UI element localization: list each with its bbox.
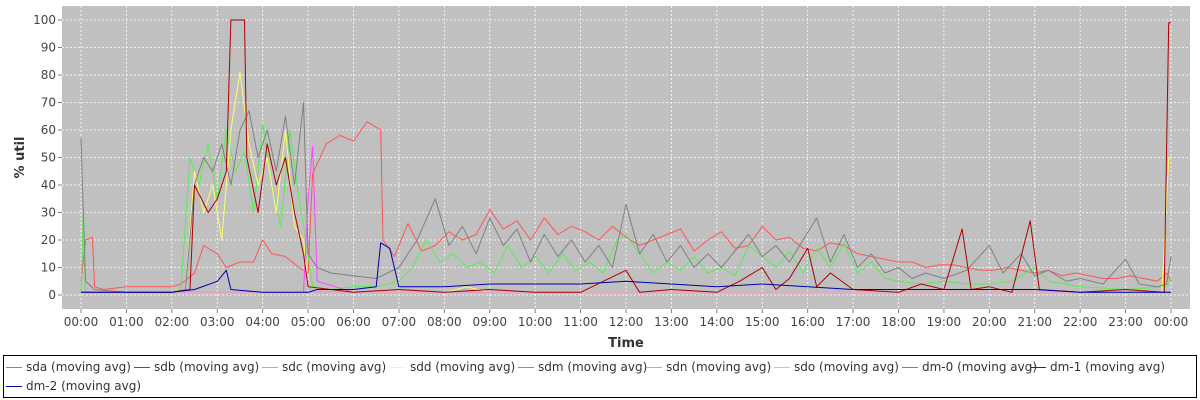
series-line-0 [80,121,1172,290]
x-tick-label: 17:00 [836,315,871,329]
x-tick-label: 04:00 [245,315,280,329]
legend-item: sdn (moving avg) [646,360,771,374]
y-tick-label: 20 [41,233,56,247]
legend-item: dm-1 (moving avg) [1030,360,1165,374]
legend-label: sdm (moving avg) [538,360,648,374]
x-tick-label: 22:00 [1063,315,1098,329]
x-tick-label: 10:00 [518,315,553,329]
y-tick-label: 70 [41,96,56,110]
y-tick-label: 40 [41,178,56,192]
x-tick-label: 15:00 [745,315,780,329]
x-tick-label: 12:00 [609,315,644,329]
legend-item: dm-2 (moving avg) [6,379,141,393]
y-axis-ticks: 0 10 20 30 40 50 60 70 80 90 100 [33,13,62,302]
x-tick-label: 11:00 [563,315,598,329]
legend-swatch [518,366,534,368]
x-tick-label: 16:00 [790,315,825,329]
legend-label: dm-0 (moving avg) [922,360,1038,374]
legend-item: sdo (moving avg) [774,360,899,374]
legend-swatch [1030,366,1046,368]
x-tick-label: 02:00 [155,315,190,329]
x-tick-label: 21:00 [1017,315,1052,329]
x-tick-label: 06:00 [336,315,371,329]
legend-item: dm-0 (moving avg) [902,360,1037,374]
y-tick-label: 80 [41,68,56,82]
legend-label: dm-2 (moving avg) [26,379,142,393]
x-tick-label: 19:00 [927,315,962,329]
x-tick-label: 09:00 [472,315,507,329]
y-tick-label: 50 [41,151,56,165]
x-tick-label: 20:00 [972,315,1007,329]
series-lines [80,19,1172,293]
legend-swatch [262,366,278,368]
legend-swatch [646,366,662,368]
line-chart: 0 10 20 30 40 50 60 70 80 90 100 00:00 01:00 02:00 03… [13,6,1190,351]
x-tick-label: 14:00 [700,315,735,329]
legend-label: dm-1 (moving avg) [1050,360,1166,374]
x-axis-ticks: 00:00 01:00 02:00 03:00 04:00 05:00 06:00 07:00… [64,309,1189,329]
legend: sda (moving avg) sdb (moving avg) sdc (mov… [3,355,1197,398]
legend-item: sdc (moving avg) [262,360,386,374]
series-line-2 [80,124,1172,293]
y-tick-label: 90 [41,41,56,55]
series-line-9 [81,242,1171,293]
x-tick-label: 01:00 [109,315,144,329]
legend-swatch [6,385,22,387]
legend-label: sdo (moving avg) [794,360,899,374]
x-tick-label: 07:00 [382,315,417,329]
legend-label: sdb (moving avg) [154,360,260,374]
grid-lines [62,6,1190,309]
legend-item: sdd (moving avg) [390,360,515,374]
x-tick-label: 00:00 [64,315,99,329]
x-tick-label: 03:00 [200,315,235,329]
y-tick-label: 0 [48,288,56,302]
legend-label: sda (moving avg) [26,360,131,374]
legend-label: sdn (moving avg) [666,360,772,374]
y-tick-label: 30 [41,206,56,220]
x-tick-label: 18:00 [881,315,916,329]
x-tick-label: 23:00 [1108,315,1143,329]
legend-swatch [902,366,918,368]
legend-item: sdm (moving avg) [518,360,647,374]
x-tick-label: 05:00 [291,315,326,329]
legend-item: sda (moving avg) [6,360,131,374]
y-tick-label: 60 [41,123,56,137]
legend-swatch [134,366,150,368]
x-tick-label: 00:00 [1154,315,1189,329]
legend-label: sdc (moving avg) [282,360,387,374]
legend-swatch [6,366,22,368]
y-tick-label: 100 [33,13,56,27]
legend-swatch [390,366,406,368]
legend-item: sdb (moving avg) [134,360,259,374]
x-tick-label: 13:00 [654,315,689,329]
x-tick-label: 08:00 [427,315,462,329]
series-line-7 [80,102,1172,293]
y-tick-label: 10 [41,261,56,275]
x-axis-label: Time [608,336,644,351]
legend-swatch [774,366,790,368]
y-axis-label: % util [13,137,28,179]
legend-label: sdd (moving avg) [410,360,516,374]
